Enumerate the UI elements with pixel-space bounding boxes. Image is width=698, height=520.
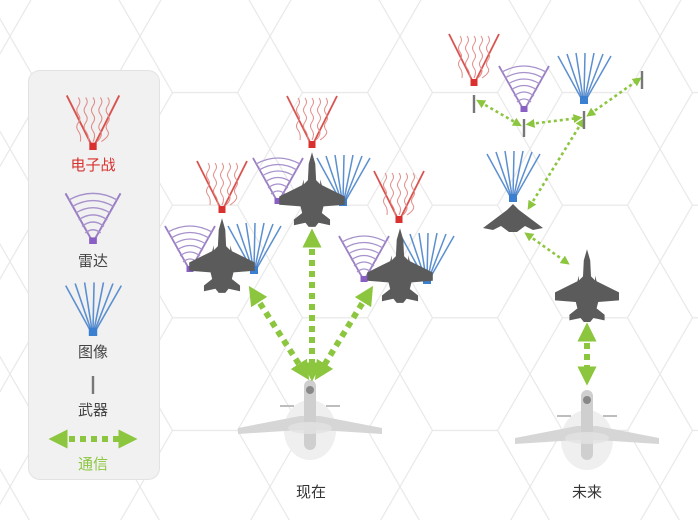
scene-label-current: 现在 — [295, 483, 327, 501]
comm-link-right — [314, 285, 374, 381]
electronic-warfare-icon — [65, 94, 121, 151]
current-scene — [164, 95, 455, 461]
legend-label-imaging: 图像 — [77, 343, 109, 361]
weapon-icon — [91, 376, 95, 394]
scene-label-future: 未来 — [571, 483, 603, 501]
legend-label-ew: 电子战 — [70, 156, 116, 174]
future-scene — [448, 33, 660, 471]
radar-icon — [64, 192, 122, 245]
imaging-icon — [64, 281, 123, 337]
legend-label-communication: 通信 — [77, 455, 109, 473]
comm-link-left — [248, 285, 310, 381]
legend-label-radar: 雷达 — [77, 252, 109, 270]
swarm-comm-links — [476, 77, 642, 265]
comm-link-ew-radar — [476, 99, 522, 127]
comm-link-drone-fighter — [524, 232, 570, 265]
comm-link-imaging-drone — [527, 118, 585, 210]
legend-label-weapon: 武器 — [77, 401, 109, 419]
comm-link-imaging-weapon — [586, 77, 642, 117]
